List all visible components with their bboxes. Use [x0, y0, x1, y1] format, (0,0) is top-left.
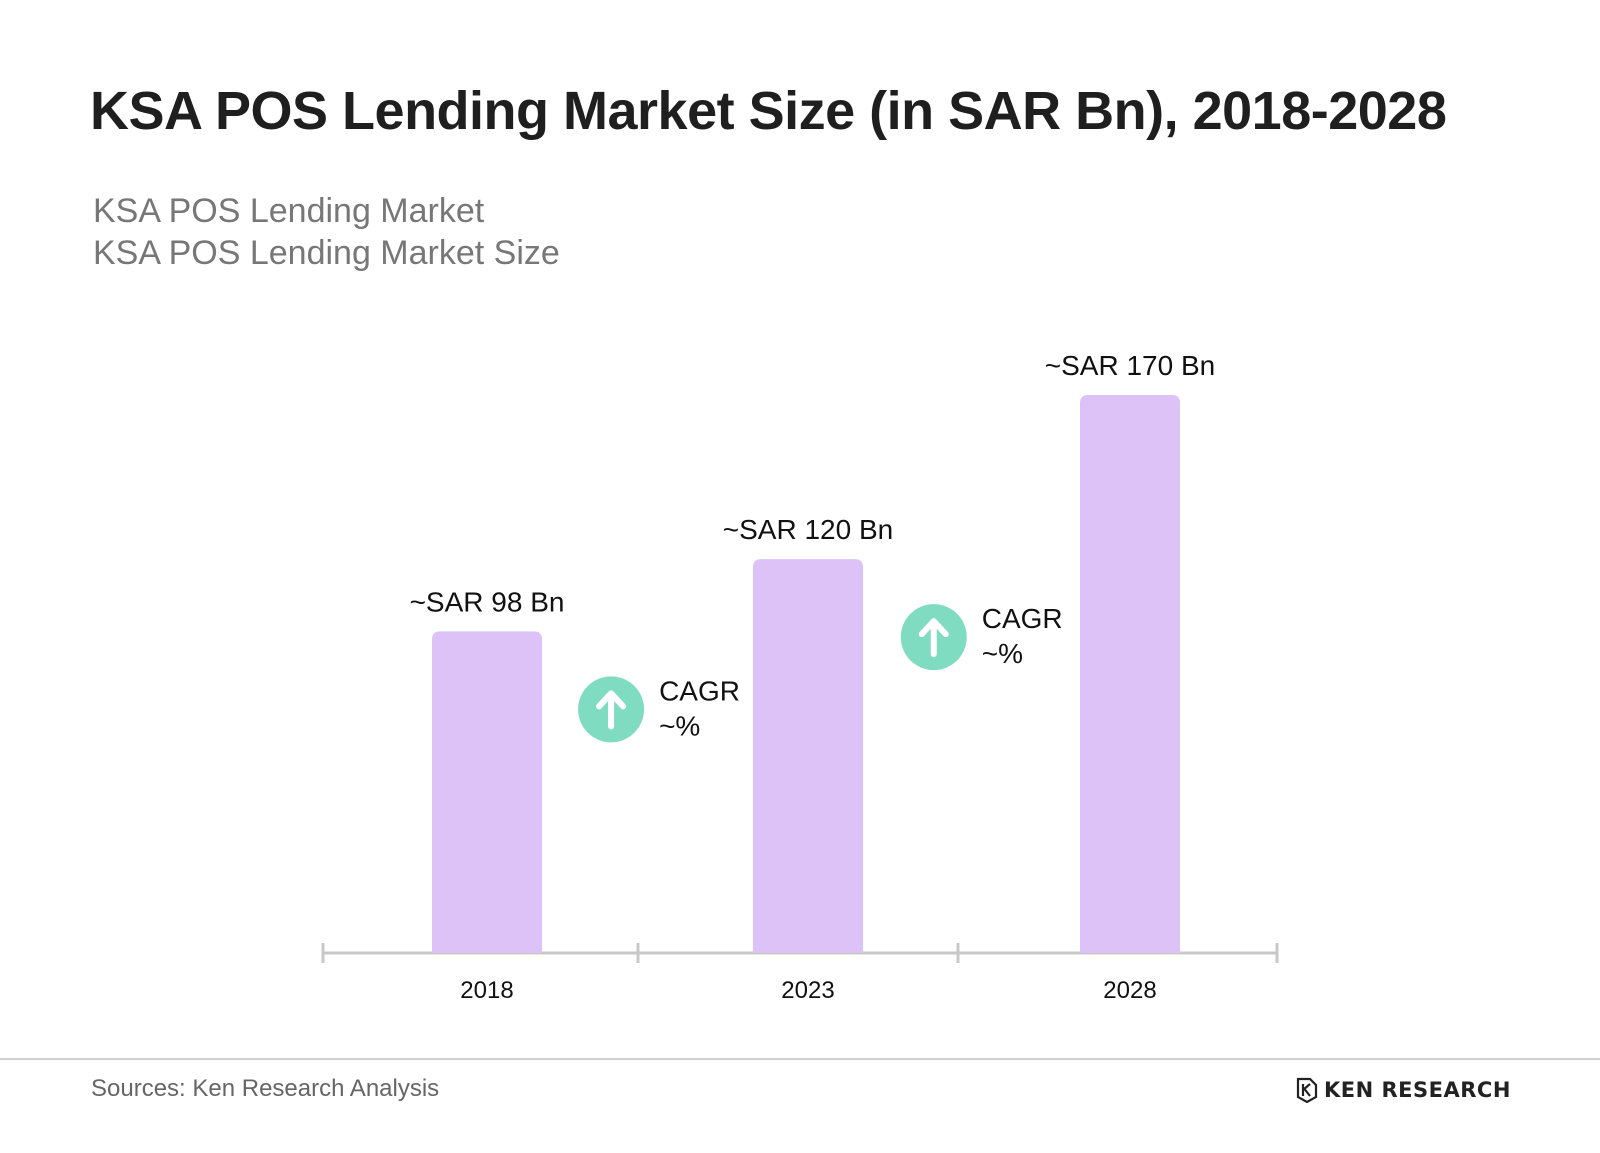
arrow-up-icon	[918, 618, 949, 658]
bar	[432, 631, 542, 953]
subtitle-line: KSA POS Lending Market Size	[93, 234, 560, 272]
x-tick-label: 2018	[460, 977, 513, 1004]
cagr-label: CAGR	[982, 603, 1063, 634]
bar	[1080, 395, 1180, 953]
chart-subtitle: KSA POS Lending Market KSA POS Lending M…	[93, 190, 560, 274]
cagr-value: ~%	[659, 710, 700, 741]
arrow-up-icon	[596, 690, 627, 730]
subtitle-line: KSA POS Lending Market	[93, 192, 485, 230]
cagr-value: ~%	[982, 638, 1023, 669]
data-label: ~SAR 98 Bn	[410, 586, 565, 617]
logo-text: KEN RESEARCH	[1324, 1078, 1511, 1102]
source-note: Sources: Ken Research Analysis	[91, 1075, 440, 1102]
data-label: ~SAR 170 Bn	[1045, 350, 1215, 381]
ken-research-logo: KEN RESEARCH	[1296, 1077, 1511, 1103]
x-tick-label: 2028	[1103, 977, 1156, 1004]
cagr-label: CAGR	[659, 675, 740, 706]
bar	[753, 559, 863, 953]
ken-research-k-icon	[1296, 1077, 1318, 1103]
footer-divider	[0, 1058, 1600, 1060]
data-label: ~SAR 120 Bn	[723, 514, 893, 545]
x-tick-label: 2023	[781, 977, 834, 1004]
chart-title: KSA POS Lending Market Size (in SAR Bn),…	[90, 81, 1447, 141]
